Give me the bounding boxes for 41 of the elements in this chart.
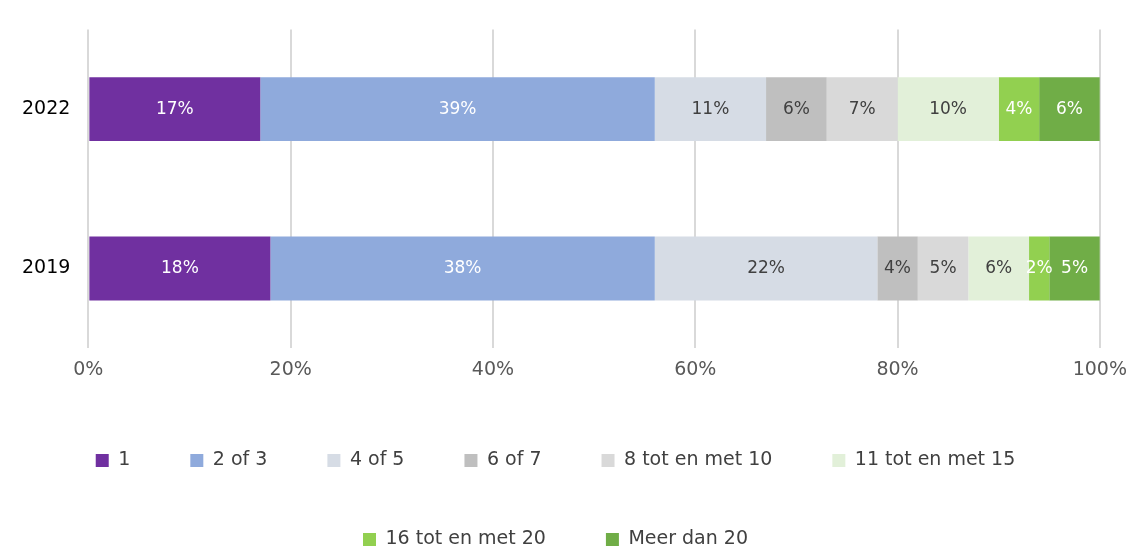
legend-label: 6 of 7 <box>486 447 542 470</box>
legend-label: Meer dan 20 <box>628 526 749 549</box>
data-label: 6% <box>1056 97 1083 118</box>
data-label: 6% <box>782 97 810 118</box>
bar <box>917 236 969 301</box>
bar <box>1039 77 1100 141</box>
y-tick-label: 2019 <box>21 255 71 278</box>
y-tick-label: 2022 <box>21 96 71 119</box>
bar <box>877 236 918 301</box>
data-label: 18% <box>160 256 199 277</box>
x-tick-label: 40% <box>471 356 515 379</box>
data-label: 4% <box>884 256 912 277</box>
data-label: 39% <box>438 97 477 118</box>
data-label: 11% <box>691 97 730 118</box>
bar <box>998 77 1040 141</box>
data-label: 17% <box>155 97 194 118</box>
x-tick-label: 80% <box>876 356 919 379</box>
data-label: 22% <box>747 256 785 277</box>
legend-label: 2 of 3 <box>212 447 268 470</box>
bar <box>260 77 655 141</box>
data-label: 10% <box>929 97 968 118</box>
data-label: 38% <box>443 256 482 277</box>
legend-label: 16 tot en met 20 <box>385 526 546 549</box>
bar <box>89 236 271 301</box>
data-label: 7% <box>848 97 876 118</box>
x-tick-label: 60% <box>674 356 717 379</box>
legend-label: 1 <box>118 447 131 470</box>
data-label: 6% <box>985 256 1013 277</box>
legend-label: 4 of 5 <box>349 447 405 470</box>
bar <box>270 236 655 301</box>
data-label: 4% <box>1005 97 1033 118</box>
bar <box>897 77 999 141</box>
x-tick-label: 0% <box>73 356 104 379</box>
data-label: 5% <box>1061 256 1089 277</box>
legend-label: 11 tot en met 15 <box>854 447 1016 470</box>
x-tick-label: 100% <box>1072 356 1127 379</box>
x-tick-label: 20% <box>269 356 312 379</box>
data-label: 5% <box>929 256 957 277</box>
legend-label: 8 tot en met 10 <box>624 447 773 470</box>
bar <box>89 77 261 141</box>
bar <box>766 77 827 141</box>
